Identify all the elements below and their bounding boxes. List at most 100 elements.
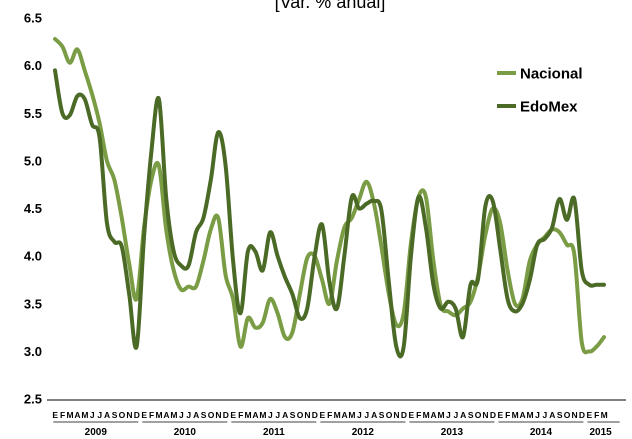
- month-tick-label: S: [201, 410, 207, 420]
- month-tick-label: O: [208, 410, 215, 420]
- month-tick-label: E: [497, 410, 503, 420]
- month-tick-label: S: [557, 410, 563, 420]
- y-tick-label: 5.5: [24, 106, 42, 121]
- month-tick-label: A: [460, 410, 466, 420]
- year-tick-label: 2011: [263, 427, 285, 438]
- month-tick-label: M: [170, 410, 177, 420]
- series-layer: [53, 37, 606, 359]
- y-tick-label: 6.5: [24, 11, 42, 26]
- month-tick-label: M: [334, 410, 341, 420]
- y-tick-label: 5.0: [24, 153, 42, 168]
- month-tick-label: J: [268, 410, 273, 420]
- month-tick-label: S: [112, 410, 118, 420]
- month-tick-label: J: [453, 410, 458, 420]
- month-tick-label: F: [327, 410, 332, 420]
- month-tick-label: M: [245, 410, 252, 420]
- month-tick-label: J: [535, 410, 540, 420]
- month-tick-label: F: [60, 410, 65, 420]
- month-tick-label: D: [134, 410, 140, 420]
- month-tick-label: O: [475, 410, 482, 420]
- y-tick-label: 2.5: [24, 392, 42, 407]
- year-tick-label: 2015: [589, 427, 612, 438]
- month-tick-label: F: [149, 410, 154, 420]
- month-tick-label: M: [156, 410, 163, 420]
- month-tick-label: F: [594, 410, 599, 420]
- y-tick-label: 6.0: [24, 58, 42, 73]
- month-tick-label: M: [81, 410, 88, 420]
- month-tick-label: A: [163, 410, 169, 420]
- month-tick-label: M: [348, 410, 355, 420]
- month-tick-label: A: [430, 410, 436, 420]
- month-tick-label: J: [97, 410, 102, 420]
- year-tick-label: 2010: [174, 427, 197, 438]
- month-tick-label: N: [571, 410, 577, 420]
- year-tick-label: 2012: [352, 427, 375, 438]
- month-tick-label: D: [579, 410, 585, 420]
- month-tick-label: M: [423, 410, 430, 420]
- month-tick-label: J: [275, 410, 280, 420]
- month-tick-label: N: [393, 410, 399, 420]
- month-tick-label: F: [416, 410, 421, 420]
- month-tick-label: E: [141, 410, 147, 420]
- month-tick-label: N: [215, 410, 221, 420]
- month-tick-label: S: [468, 410, 474, 420]
- series-line-edomex: [53, 68, 606, 359]
- month-tick-label: O: [564, 410, 571, 420]
- month-tick-label: M: [526, 410, 533, 420]
- y-tick-label: 3.5: [24, 296, 42, 311]
- month-tick-label: S: [379, 410, 385, 420]
- month-tick-label: J: [357, 410, 362, 420]
- month-tick-label: E: [319, 410, 325, 420]
- month-tick-label: O: [386, 410, 393, 420]
- chart-title: [Var. % anual]: [275, 0, 386, 12]
- month-tick-label: M: [437, 410, 444, 420]
- month-tick-label: D: [312, 410, 318, 420]
- month-tick-label: A: [520, 410, 526, 420]
- legend-label-nacional: Nacional: [520, 66, 583, 83]
- month-tick-label: A: [371, 410, 377, 420]
- month-tick-label: A: [282, 410, 288, 420]
- month-tick-label: M: [512, 410, 519, 420]
- month-tick-label: S: [290, 410, 296, 420]
- year-tick-label: 2014: [530, 427, 553, 438]
- legend: Nacional EdoMex: [497, 66, 583, 116]
- month-tick-label: O: [297, 410, 304, 420]
- month-tick-label: M: [259, 410, 266, 420]
- month-tick-label: N: [304, 410, 310, 420]
- month-tick-label: D: [401, 410, 407, 420]
- y-tick-label: 3.0: [24, 344, 42, 359]
- year-tick-label: 2009: [85, 427, 108, 438]
- month-tick-label: A: [74, 410, 80, 420]
- month-tick-label: D: [223, 410, 229, 420]
- month-tick-label: N: [482, 410, 488, 420]
- month-tick-label: O: [119, 410, 126, 420]
- legend-label-edomex: EdoMex: [520, 99, 578, 116]
- month-tick-label: E: [587, 410, 593, 420]
- month-tick-label: A: [252, 410, 258, 420]
- y-tick-label: 4.0: [24, 249, 42, 264]
- month-tick-label: E: [230, 410, 236, 420]
- month-tick-label: A: [104, 410, 110, 420]
- y-tick-label: 4.5: [24, 201, 42, 216]
- month-tick-label: J: [179, 410, 184, 420]
- month-tick-label: F: [238, 410, 243, 420]
- year-tick-label: 2013: [441, 427, 464, 438]
- month-tick-label: J: [446, 410, 451, 420]
- month-tick-label: M: [66, 410, 73, 420]
- month-tick-label: A: [193, 410, 199, 420]
- month-tick-label: J: [364, 410, 369, 420]
- y-axis: 2.5 3.0 3.5 4.0 4.5 5.0 5.5 6.0 6.5: [24, 11, 42, 407]
- month-tick-label: E: [408, 410, 414, 420]
- month-tick-label: E: [52, 410, 58, 420]
- month-tick-label: J: [186, 410, 191, 420]
- month-tick-label: F: [505, 410, 510, 420]
- month-tick-label: A: [549, 410, 555, 420]
- month-tick-label: D: [490, 410, 496, 420]
- month-tick-label: A: [341, 410, 347, 420]
- month-tick-label: M: [601, 410, 608, 420]
- month-tick-label: J: [90, 410, 95, 420]
- month-tick-label: N: [126, 410, 132, 420]
- month-tick-label: J: [542, 410, 547, 420]
